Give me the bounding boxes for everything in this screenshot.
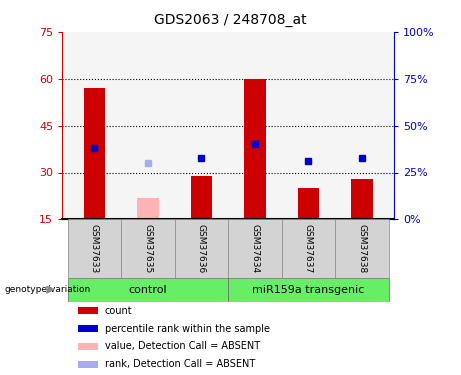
Text: GSM37634: GSM37634 <box>250 224 260 273</box>
Text: genotype/variation: genotype/variation <box>5 285 91 294</box>
Text: GSM37636: GSM37636 <box>197 224 206 273</box>
Text: GDS2063 / 248708_at: GDS2063 / 248708_at <box>154 13 307 27</box>
Bar <box>78 325 98 332</box>
Bar <box>298 188 319 219</box>
Bar <box>351 179 373 219</box>
Bar <box>78 307 98 314</box>
Bar <box>228 219 282 278</box>
Text: GSM37635: GSM37635 <box>143 224 153 273</box>
Bar <box>121 219 175 278</box>
Bar <box>335 219 389 278</box>
Bar <box>228 278 389 302</box>
Text: control: control <box>129 285 167 295</box>
Bar <box>244 79 266 219</box>
Text: value, Detection Call = ABSENT: value, Detection Call = ABSENT <box>105 341 260 351</box>
Text: count: count <box>105 306 132 316</box>
Bar <box>78 361 98 368</box>
Text: miR159a transgenic: miR159a transgenic <box>252 285 365 295</box>
Bar <box>68 219 121 278</box>
Bar <box>175 219 228 278</box>
Text: GSM37637: GSM37637 <box>304 224 313 273</box>
Bar <box>137 198 159 219</box>
Bar <box>68 278 228 302</box>
Bar <box>83 88 105 219</box>
Text: rank, Detection Call = ABSENT: rank, Detection Call = ABSENT <box>105 359 255 369</box>
Text: GSM37638: GSM37638 <box>358 224 366 273</box>
Bar <box>282 219 335 278</box>
Bar <box>191 176 212 219</box>
Text: percentile rank within the sample: percentile rank within the sample <box>105 324 270 334</box>
Text: GSM37633: GSM37633 <box>90 224 99 273</box>
Bar <box>78 343 98 350</box>
